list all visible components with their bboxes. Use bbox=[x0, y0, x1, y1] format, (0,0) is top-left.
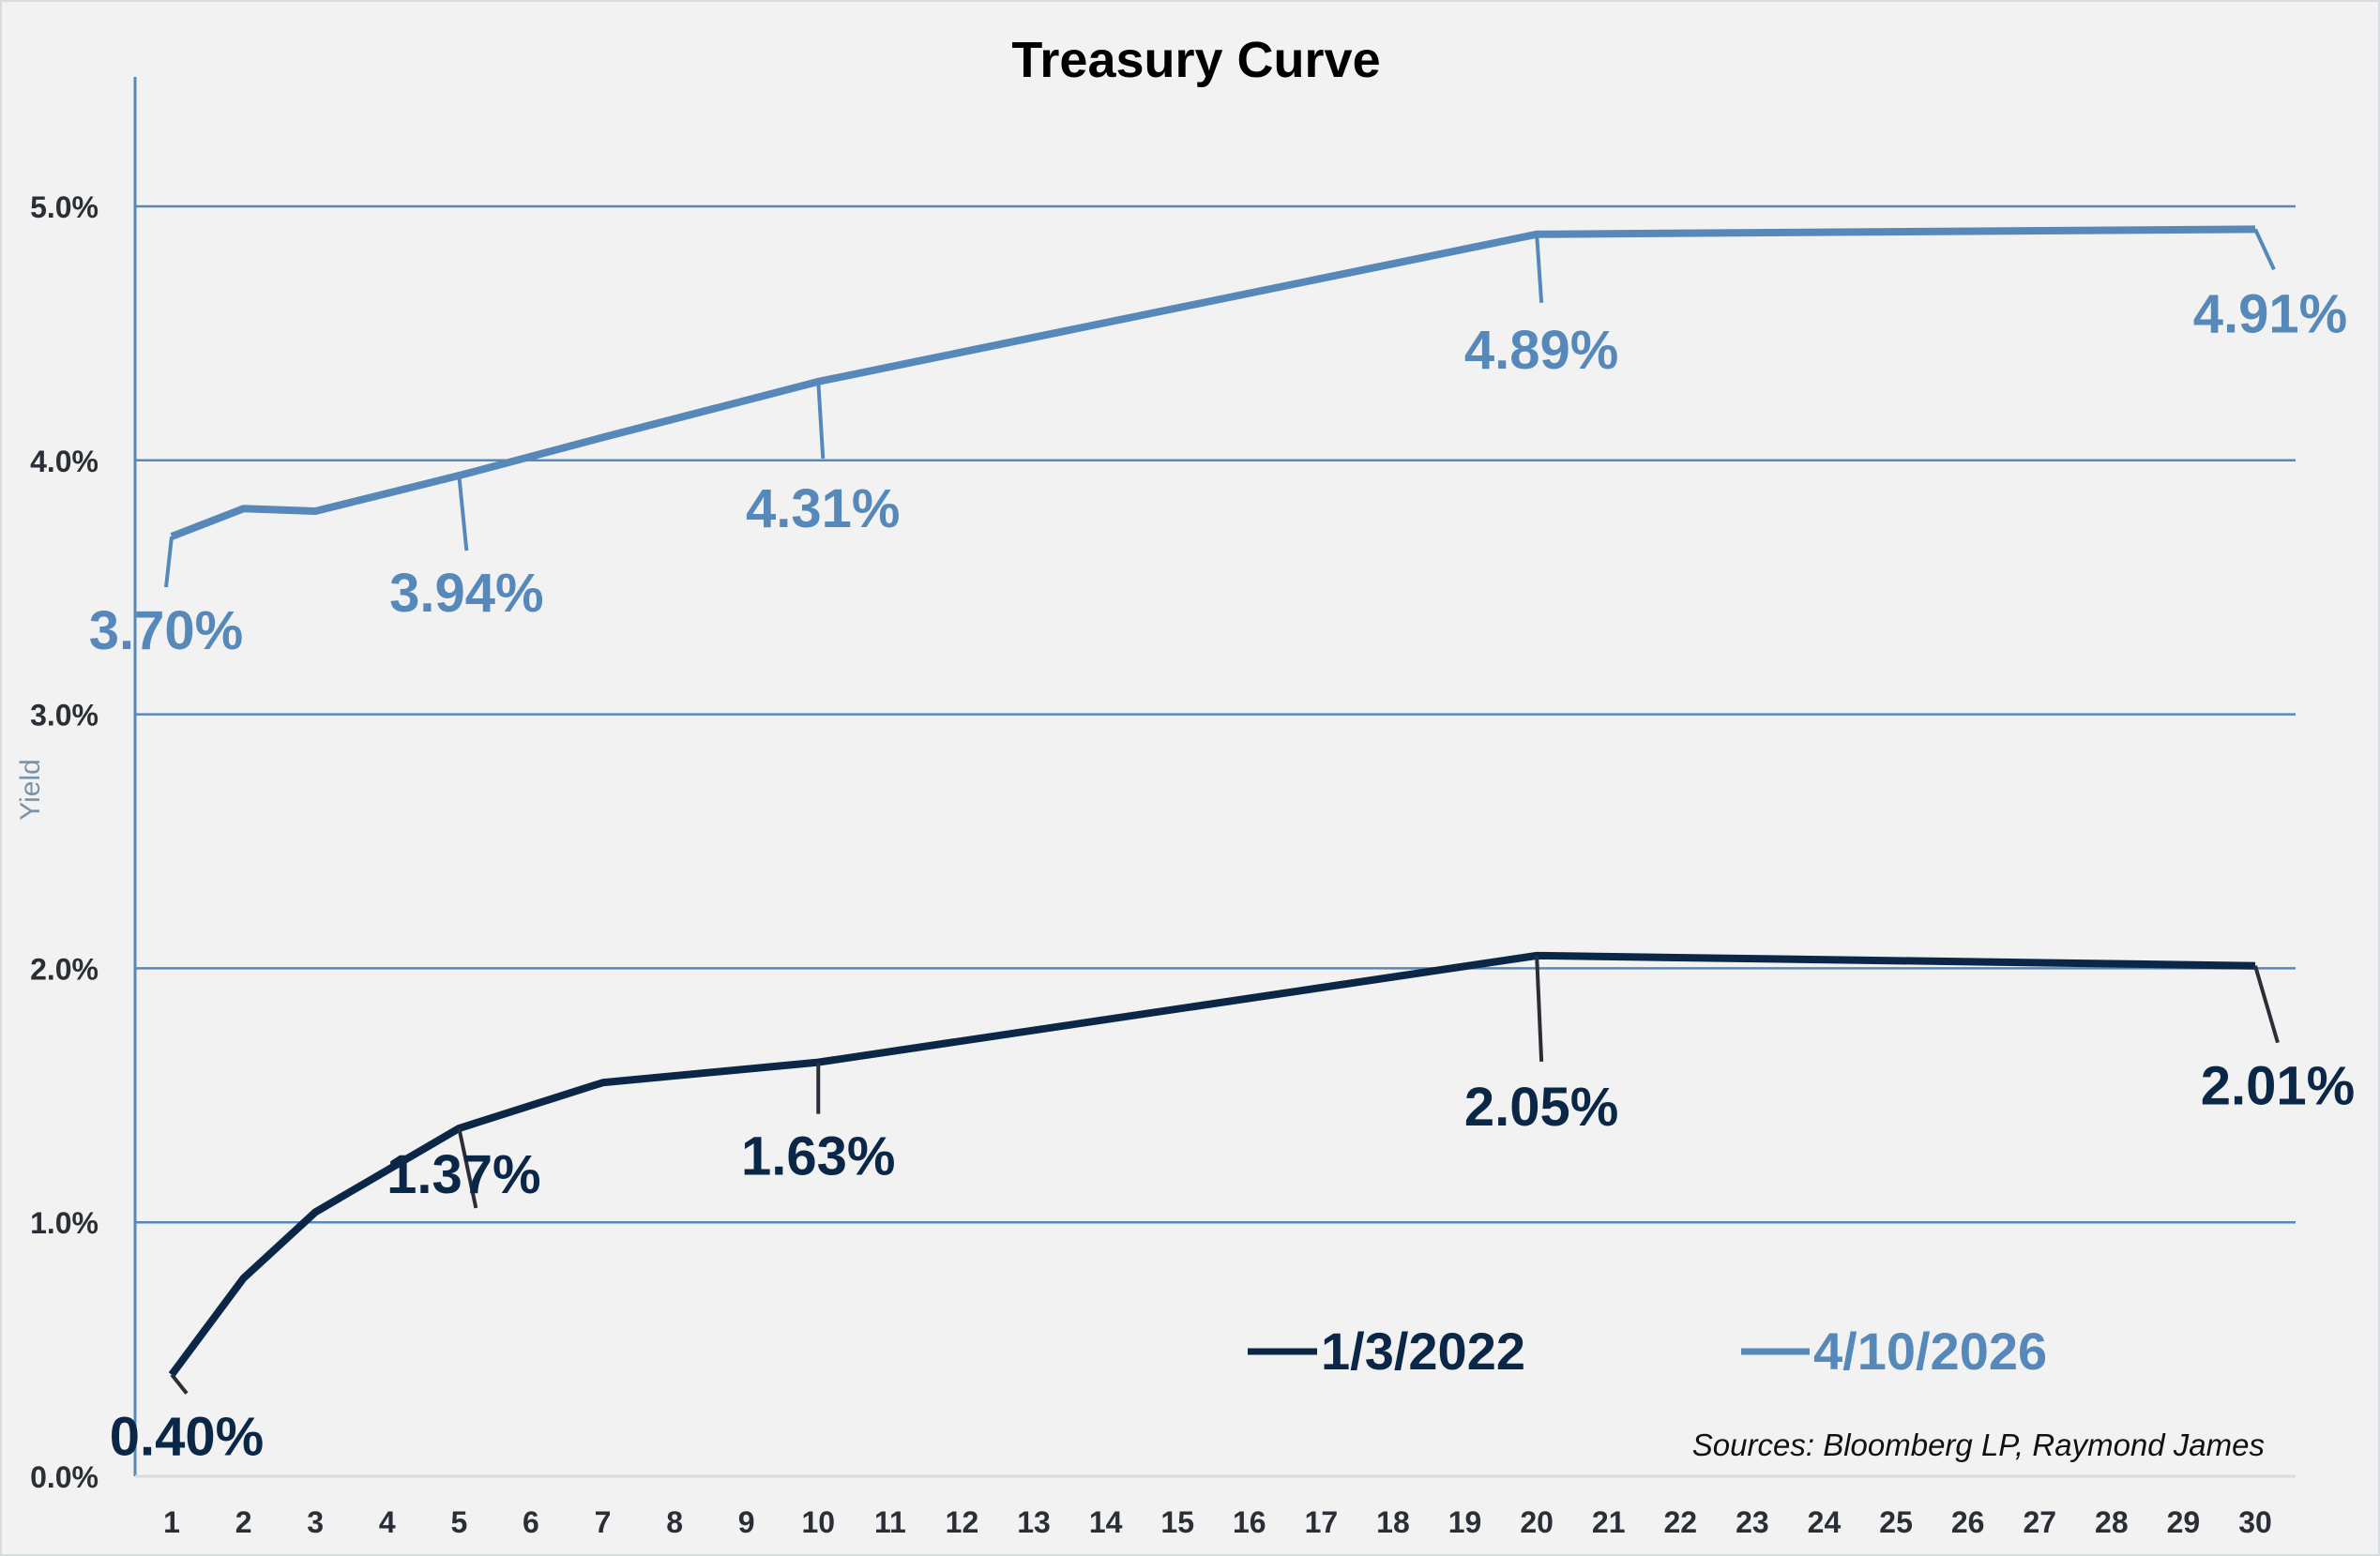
x-tick-label: 22 bbox=[1664, 1505, 1698, 1539]
data-label-leader bbox=[164, 536, 174, 588]
x-tick-label: 18 bbox=[1376, 1505, 1410, 1539]
series-line bbox=[168, 951, 2256, 1378]
x-tick-label: 19 bbox=[1448, 1505, 1482, 1539]
x-tick-label: 25 bbox=[1879, 1505, 1913, 1539]
x-tick-label: 21 bbox=[1592, 1505, 1626, 1539]
x-tick-label: 15 bbox=[1160, 1505, 1194, 1539]
data-label-leader bbox=[2253, 228, 2276, 271]
legend: 1/3/2022 4/10/2026 bbox=[1248, 1322, 2047, 1381]
data-label: 0.40% bbox=[110, 1407, 264, 1468]
series-1: 0.40% 1.37% 1.63% 2.05% 2.01% bbox=[110, 951, 2355, 1468]
y-tick-labels: 0.0% 1.0% 2.0% 3.0% 4.0% 5.0% bbox=[30, 190, 99, 1494]
data-label: 2.05% bbox=[1464, 1077, 1618, 1138]
x-tick-label: 24 bbox=[1808, 1505, 1842, 1539]
y-tick-label: 3.0% bbox=[30, 699, 99, 733]
x-tick-label: 17 bbox=[1305, 1505, 1339, 1539]
x-tick-label: 16 bbox=[1233, 1505, 1266, 1539]
x-tick-label: 13 bbox=[1017, 1505, 1051, 1539]
x-tick-label: 3 bbox=[307, 1505, 324, 1539]
data-label: 1.63% bbox=[741, 1126, 895, 1187]
x-tick-label: 7 bbox=[595, 1505, 612, 1539]
legend-label-series-2: 4/10/2026 bbox=[1813, 1322, 2047, 1381]
data-label-leader bbox=[2253, 965, 2280, 1044]
gridlines bbox=[135, 204, 2296, 1224]
data-label-leader bbox=[1535, 234, 1544, 303]
x-tick-label: 30 bbox=[2238, 1505, 2272, 1539]
y-tick-label: 5.0% bbox=[30, 190, 99, 224]
x-tick-label: 27 bbox=[2023, 1505, 2056, 1539]
data-label: 2.01% bbox=[2201, 1056, 2355, 1117]
y-tick-label: 0.0% bbox=[30, 1460, 99, 1494]
source-note: Sources: Bloomberg LP, Raymond James bbox=[1692, 1428, 2265, 1462]
x-tick-label: 29 bbox=[2167, 1505, 2201, 1539]
x-tick-label: 8 bbox=[666, 1505, 683, 1539]
x-tick-label: 5 bbox=[450, 1505, 467, 1539]
y-tick-label: 4.0% bbox=[30, 445, 99, 478]
x-tick-label: 26 bbox=[1951, 1505, 1985, 1539]
legend-label-series-1: 1/3/2022 bbox=[1321, 1322, 1525, 1381]
data-label: 1.37% bbox=[387, 1144, 540, 1205]
x-tick-label: 9 bbox=[738, 1505, 755, 1539]
x-tick-label: 4 bbox=[379, 1505, 396, 1539]
x-tick-label: 2 bbox=[235, 1505, 252, 1539]
data-label-leader bbox=[170, 1373, 189, 1395]
y-tick-label: 2.0% bbox=[30, 952, 99, 986]
data-label-leader bbox=[457, 475, 469, 551]
data-label: 4.89% bbox=[1464, 320, 1618, 381]
y-axis-label: Yield bbox=[15, 759, 46, 821]
data-label: 4.31% bbox=[746, 478, 900, 539]
x-tick-label: 6 bbox=[523, 1505, 539, 1539]
series-group: 0.40% 1.37% 1.63% 2.05% 2.01% 3.70% 3.94% 4.31%… bbox=[89, 225, 2355, 1468]
data-label: 3.94% bbox=[389, 563, 543, 624]
series-2: 3.70% 3.94% 4.31% 4.89% 4.91% bbox=[89, 225, 2347, 661]
data-label-leader bbox=[816, 381, 826, 459]
x-tick-label: 11 bbox=[874, 1505, 906, 1539]
data-label: 4.91% bbox=[2193, 283, 2347, 344]
data-label-leader bbox=[457, 1127, 478, 1209]
series-line bbox=[170, 225, 2256, 540]
x-tick-label: 1 bbox=[163, 1505, 180, 1539]
x-tick-label: 12 bbox=[946, 1505, 979, 1539]
chart-title: Treasury Curve bbox=[1011, 32, 1380, 88]
x-tick-label: 10 bbox=[801, 1505, 835, 1539]
x-tick-label: 14 bbox=[1089, 1505, 1123, 1539]
data-label: 3.70% bbox=[89, 600, 243, 661]
x-tick-label: 20 bbox=[1520, 1505, 1554, 1539]
data-label-leader bbox=[1535, 955, 1544, 1062]
x-tick-label: 23 bbox=[1736, 1505, 1769, 1539]
x-tick-labels: 1 2 3 4 5 6 7 8 9 10 11 12 13 14 15 16 17 18 19 20 21 22 23 24 2… bbox=[163, 1505, 2272, 1539]
x-tick-label: 28 bbox=[2095, 1505, 2129, 1539]
y-tick-label: 1.0% bbox=[30, 1206, 99, 1240]
